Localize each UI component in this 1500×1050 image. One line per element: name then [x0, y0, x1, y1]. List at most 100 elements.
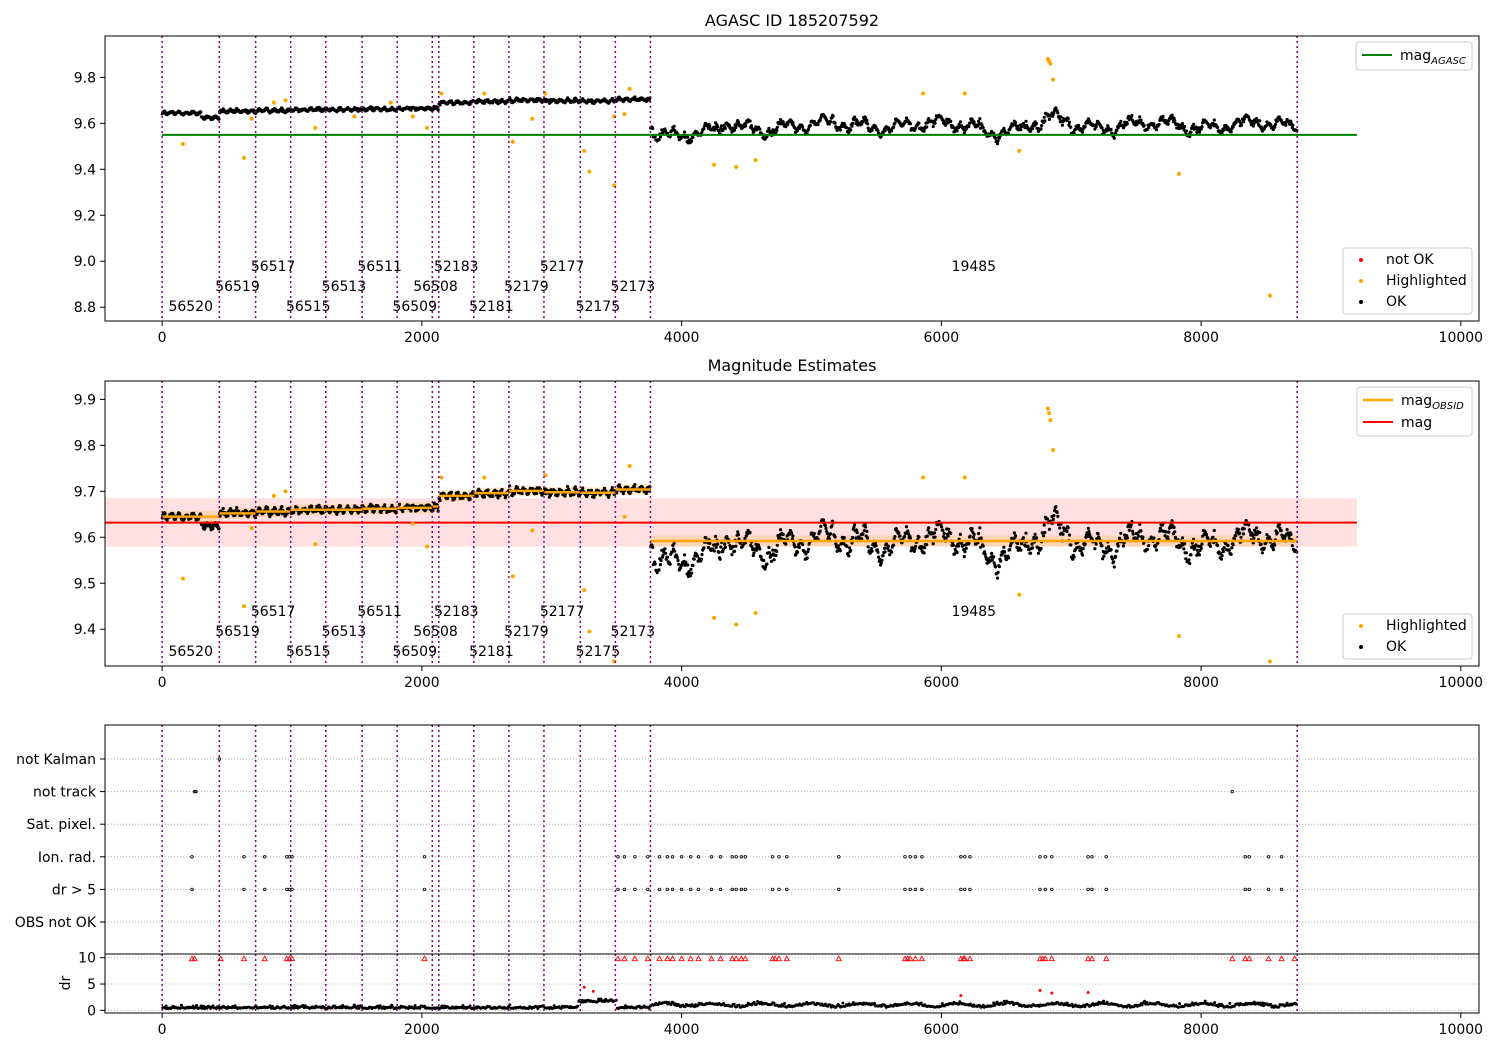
ok-point [958, 120, 963, 124]
p2-xtick-label: 0 [158, 675, 167, 691]
ok-point [995, 142, 1000, 146]
ok-point [633, 95, 637, 99]
ok-point [898, 534, 902, 538]
ok-point [1265, 533, 1269, 537]
p2-obsid-label: 52173 [611, 624, 656, 640]
ok-point [163, 512, 167, 516]
ok-point [946, 534, 950, 538]
p2-ytick-label: 9.6 [74, 530, 96, 546]
ok-point [908, 122, 913, 126]
ok-point [754, 548, 759, 552]
ok-point [830, 524, 834, 528]
dr-point [732, 1002, 736, 1006]
ok-point [617, 483, 621, 487]
p2-obsid-label: 56511 [357, 604, 402, 620]
ok-point [1115, 549, 1119, 553]
ok-point [866, 122, 870, 126]
ok-point [1012, 531, 1016, 535]
ok-point [775, 125, 779, 129]
ok-point [765, 135, 769, 139]
ok-point [714, 534, 718, 539]
ok-point [690, 571, 694, 575]
ok-point [1254, 526, 1259, 530]
ok-point [1164, 530, 1168, 534]
ok-point [677, 562, 681, 566]
ok-point [1016, 124, 1020, 128]
ok-point [866, 536, 870, 540]
ok-point [956, 544, 961, 548]
ok-point [759, 555, 763, 559]
flag-label: not track [33, 785, 97, 801]
ok-point [1258, 530, 1262, 535]
ok-point [676, 558, 680, 563]
p2-ytick-label: 9.7 [74, 484, 96, 500]
ok-point [847, 546, 852, 550]
flag-point [709, 855, 714, 859]
flag-label: Sat. pixel. [27, 817, 96, 833]
ok-point [865, 529, 869, 534]
ok-point [743, 536, 747, 541]
ok-point [1167, 530, 1171, 534]
ok-point [892, 125, 896, 129]
ok-point [685, 572, 689, 576]
ok-point [409, 509, 413, 513]
legend-ok-label: OK [1386, 294, 1407, 310]
highlighted-point [425, 544, 430, 549]
flag-point [1279, 855, 1284, 859]
highlighted-point [1177, 634, 1182, 639]
ok-point [268, 515, 272, 519]
ok-point [1039, 127, 1043, 131]
ok-point [1229, 552, 1233, 557]
ok-point [1106, 545, 1111, 549]
ok-point [978, 117, 982, 121]
flag-point [622, 887, 627, 892]
ok-point [949, 119, 953, 123]
dr-point [178, 1006, 182, 1010]
ok-point [961, 543, 965, 548]
flag-point [657, 887, 662, 892]
ok-point [1072, 555, 1076, 559]
p1-obsid-label: 56509 [392, 299, 437, 315]
flag-point [963, 855, 967, 859]
ok-point [876, 550, 880, 554]
flag-point [770, 855, 775, 859]
ok-point [1241, 532, 1246, 536]
highlighted-point [1017, 148, 1022, 153]
ok-point [922, 129, 926, 133]
ok-point [927, 117, 931, 121]
ok-point [1212, 528, 1216, 533]
ok-point [657, 568, 661, 572]
ok-point [1040, 124, 1044, 128]
highlighted-point [734, 622, 739, 627]
ok-point [942, 531, 946, 536]
ok-point [861, 532, 865, 536]
ok-point [252, 509, 256, 513]
dr-point [840, 1005, 844, 1009]
ok-point [851, 535, 855, 540]
ok-point [972, 120, 976, 124]
ok-point [917, 535, 921, 539]
ok-point [825, 531, 829, 536]
ok-point [1065, 529, 1069, 534]
ok-point [1229, 130, 1233, 134]
ok-point [1273, 543, 1277, 547]
ok-point [723, 542, 727, 546]
p2-xtick-label: 6000 [924, 675, 960, 691]
ok-point [712, 128, 716, 132]
ok-point [653, 562, 657, 566]
ok-point [1086, 526, 1090, 531]
highlighted-point [1051, 447, 1056, 452]
ok-point [1081, 547, 1085, 551]
ok-point [953, 552, 957, 556]
highlighted-point [1045, 406, 1050, 411]
dr-point [199, 1004, 203, 1008]
flag-point [696, 887, 701, 892]
ok-point [758, 547, 762, 551]
ok-point [1170, 113, 1174, 117]
ok-point [1110, 557, 1114, 561]
ok-point [781, 532, 785, 537]
flag-point [913, 887, 918, 892]
flag-point [1230, 789, 1234, 794]
flag-point [785, 855, 789, 859]
ok-point [1252, 536, 1256, 540]
